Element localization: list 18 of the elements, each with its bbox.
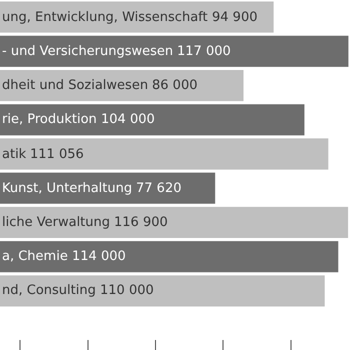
data-label: 86 000	[152, 78, 198, 93]
data-label: 110 000	[100, 283, 154, 298]
y-tick-label: liche Verwaltung	[2, 215, 110, 230]
y-tick-label: nd, Consulting	[2, 283, 96, 298]
y-tick-label: ung, Entwicklung, Wissenschaft	[2, 10, 208, 25]
data-label: 104 000	[101, 112, 155, 127]
y-tick-label: dheit und Sozialwesen	[2, 78, 148, 93]
data-label: 117 000	[177, 44, 231, 59]
y-tick-label: atik	[2, 147, 27, 162]
data-label: 116 900	[114, 215, 168, 230]
y-tick-label: a, Chemie	[2, 249, 68, 264]
data-label: 94 900	[212, 10, 258, 25]
y-tick-label: - und Versicherungswesen	[2, 44, 174, 59]
y-tick-label: rie, Produktion	[2, 112, 97, 127]
y-tick-label: Kunst, Unterhaltung	[2, 181, 132, 196]
data-label: 111 056	[30, 147, 84, 162]
data-label: 77 620	[136, 181, 182, 196]
data-label: 114 000	[72, 249, 126, 264]
